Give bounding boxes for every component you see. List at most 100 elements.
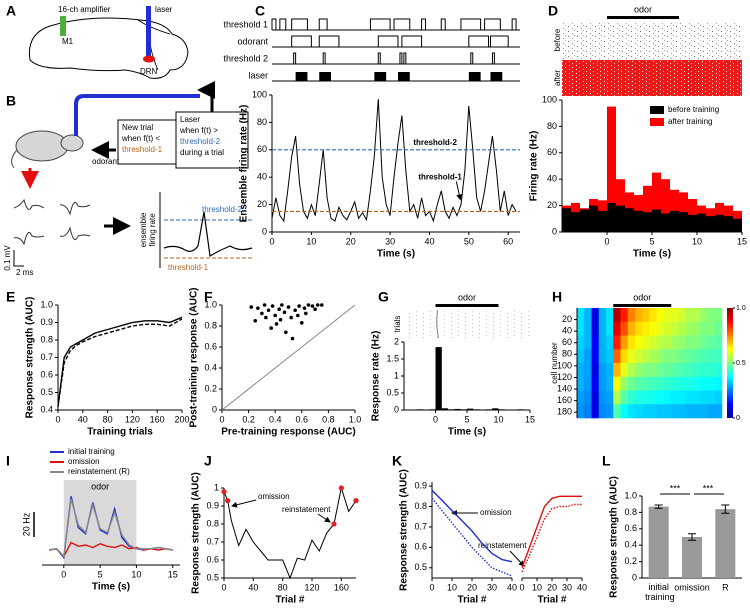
heat-cell [635, 363, 643, 378]
bar [616, 205, 625, 232]
heat-cell [577, 404, 585, 419]
y-tick-label: 40 [562, 326, 572, 336]
heat-cell [693, 376, 701, 391]
heat-cell [598, 349, 607, 364]
heat-cell [656, 308, 665, 323]
raster-label: after [553, 70, 562, 86]
heat-cell [620, 390, 629, 405]
bar [607, 202, 616, 232]
bar [652, 172, 661, 232]
point [274, 322, 279, 326]
heat-cell [649, 349, 658, 364]
heat-cell [598, 363, 607, 378]
scale-label: 20 Hz [21, 512, 31, 536]
heat-cell [685, 376, 694, 391]
bar [652, 209, 661, 232]
heat-cell [642, 404, 650, 419]
colorbar-label: 0.5 [736, 360, 746, 367]
heat-cell [649, 404, 658, 419]
y-axis-label: Post-training response (AUC) [189, 287, 200, 427]
heat-cell [664, 363, 672, 378]
bar [485, 409, 493, 410]
heat-cell [714, 321, 723, 336]
point [264, 315, 268, 320]
fiber-cable [74, 94, 200, 136]
heat-cell [678, 321, 687, 336]
x-tick-label: 5 [649, 236, 654, 246]
y-tick-label: 0 [394, 404, 399, 414]
heat-cell [649, 376, 658, 391]
x-tick-label: 0 [61, 569, 66, 579]
heat-cell [606, 321, 614, 336]
heat-cell [685, 390, 694, 405]
x-tick-label: 40 [507, 582, 517, 592]
y-tick-label: 20 [562, 314, 572, 324]
point [262, 303, 267, 307]
heat-cell [591, 404, 600, 419]
trace-label: laser [248, 70, 268, 80]
heat-cell [671, 349, 679, 364]
y-tick-label: 0.6 [624, 523, 637, 533]
heat-cell [714, 376, 723, 391]
error-bar [654, 504, 663, 509]
trace-pulse [491, 52, 495, 64]
y-axis-label: Response strength (AUC) [609, 476, 620, 598]
annotation: omission [258, 492, 290, 501]
y-tick-label: 0.2 [204, 383, 217, 393]
x-axis-label: Trial # [538, 595, 567, 606]
trace-pulse [377, 52, 381, 64]
heat-cell [642, 321, 650, 336]
heat-cell [685, 349, 694, 364]
heat-cell [693, 321, 701, 336]
y-tick-label: 140 [557, 383, 572, 393]
point [306, 303, 311, 307]
y-axis-label: Response strength (AUC) [191, 472, 202, 594]
y-tick-label: 180 [557, 407, 572, 417]
heat-cell [627, 363, 636, 378]
x-axis-label: Time (s) [633, 249, 671, 260]
point [278, 317, 283, 322]
point [315, 303, 320, 307]
heat-cell [685, 404, 694, 419]
heat-cell [671, 308, 679, 323]
laser-pulse [319, 72, 332, 81]
line [57, 318, 183, 407]
x-tick-label: 0 [221, 582, 226, 592]
x-tick-label: 0.6 [296, 414, 309, 424]
heat-cell [656, 376, 665, 391]
bar [715, 214, 724, 232]
y-tick-label: 0.6 [414, 542, 427, 552]
heat-cell [649, 321, 658, 336]
point [286, 305, 291, 309]
point [256, 306, 260, 310]
panel-label: F [204, 289, 213, 305]
y-axis-label: Response rate (Hz) [371, 331, 382, 422]
heat-cell [627, 404, 636, 419]
heat-cell [577, 376, 585, 391]
x-tick-label: 0 [429, 582, 434, 592]
heat-cell [707, 390, 716, 405]
heat-cell [714, 335, 723, 350]
y-axis-label: Ensemble firing rate (Hz) [239, 105, 250, 223]
y-tick-label: 1.5 [386, 353, 399, 363]
heat-cell [656, 390, 665, 405]
threshold-label: threshold-1 [418, 173, 462, 182]
colorbar [727, 308, 733, 418]
point [290, 336, 295, 341]
heat-cell [656, 321, 665, 336]
heat-cell [627, 335, 636, 350]
mini-rate [163, 211, 253, 257]
heat-cell [664, 404, 672, 419]
waveform [59, 226, 91, 241]
y-tick-label: 40 [547, 174, 557, 184]
threshold-label: threshold-2 [413, 138, 457, 147]
box-text: threshold-2 [180, 137, 221, 146]
heat-cell [685, 363, 694, 378]
heat-cell [591, 321, 600, 336]
raster [436, 309, 439, 339]
bar [682, 537, 702, 578]
heat-cell [700, 404, 708, 419]
x-tick-label: 0 [604, 236, 609, 246]
y-tick-label: 0.4 [624, 540, 637, 550]
point [302, 306, 307, 310]
